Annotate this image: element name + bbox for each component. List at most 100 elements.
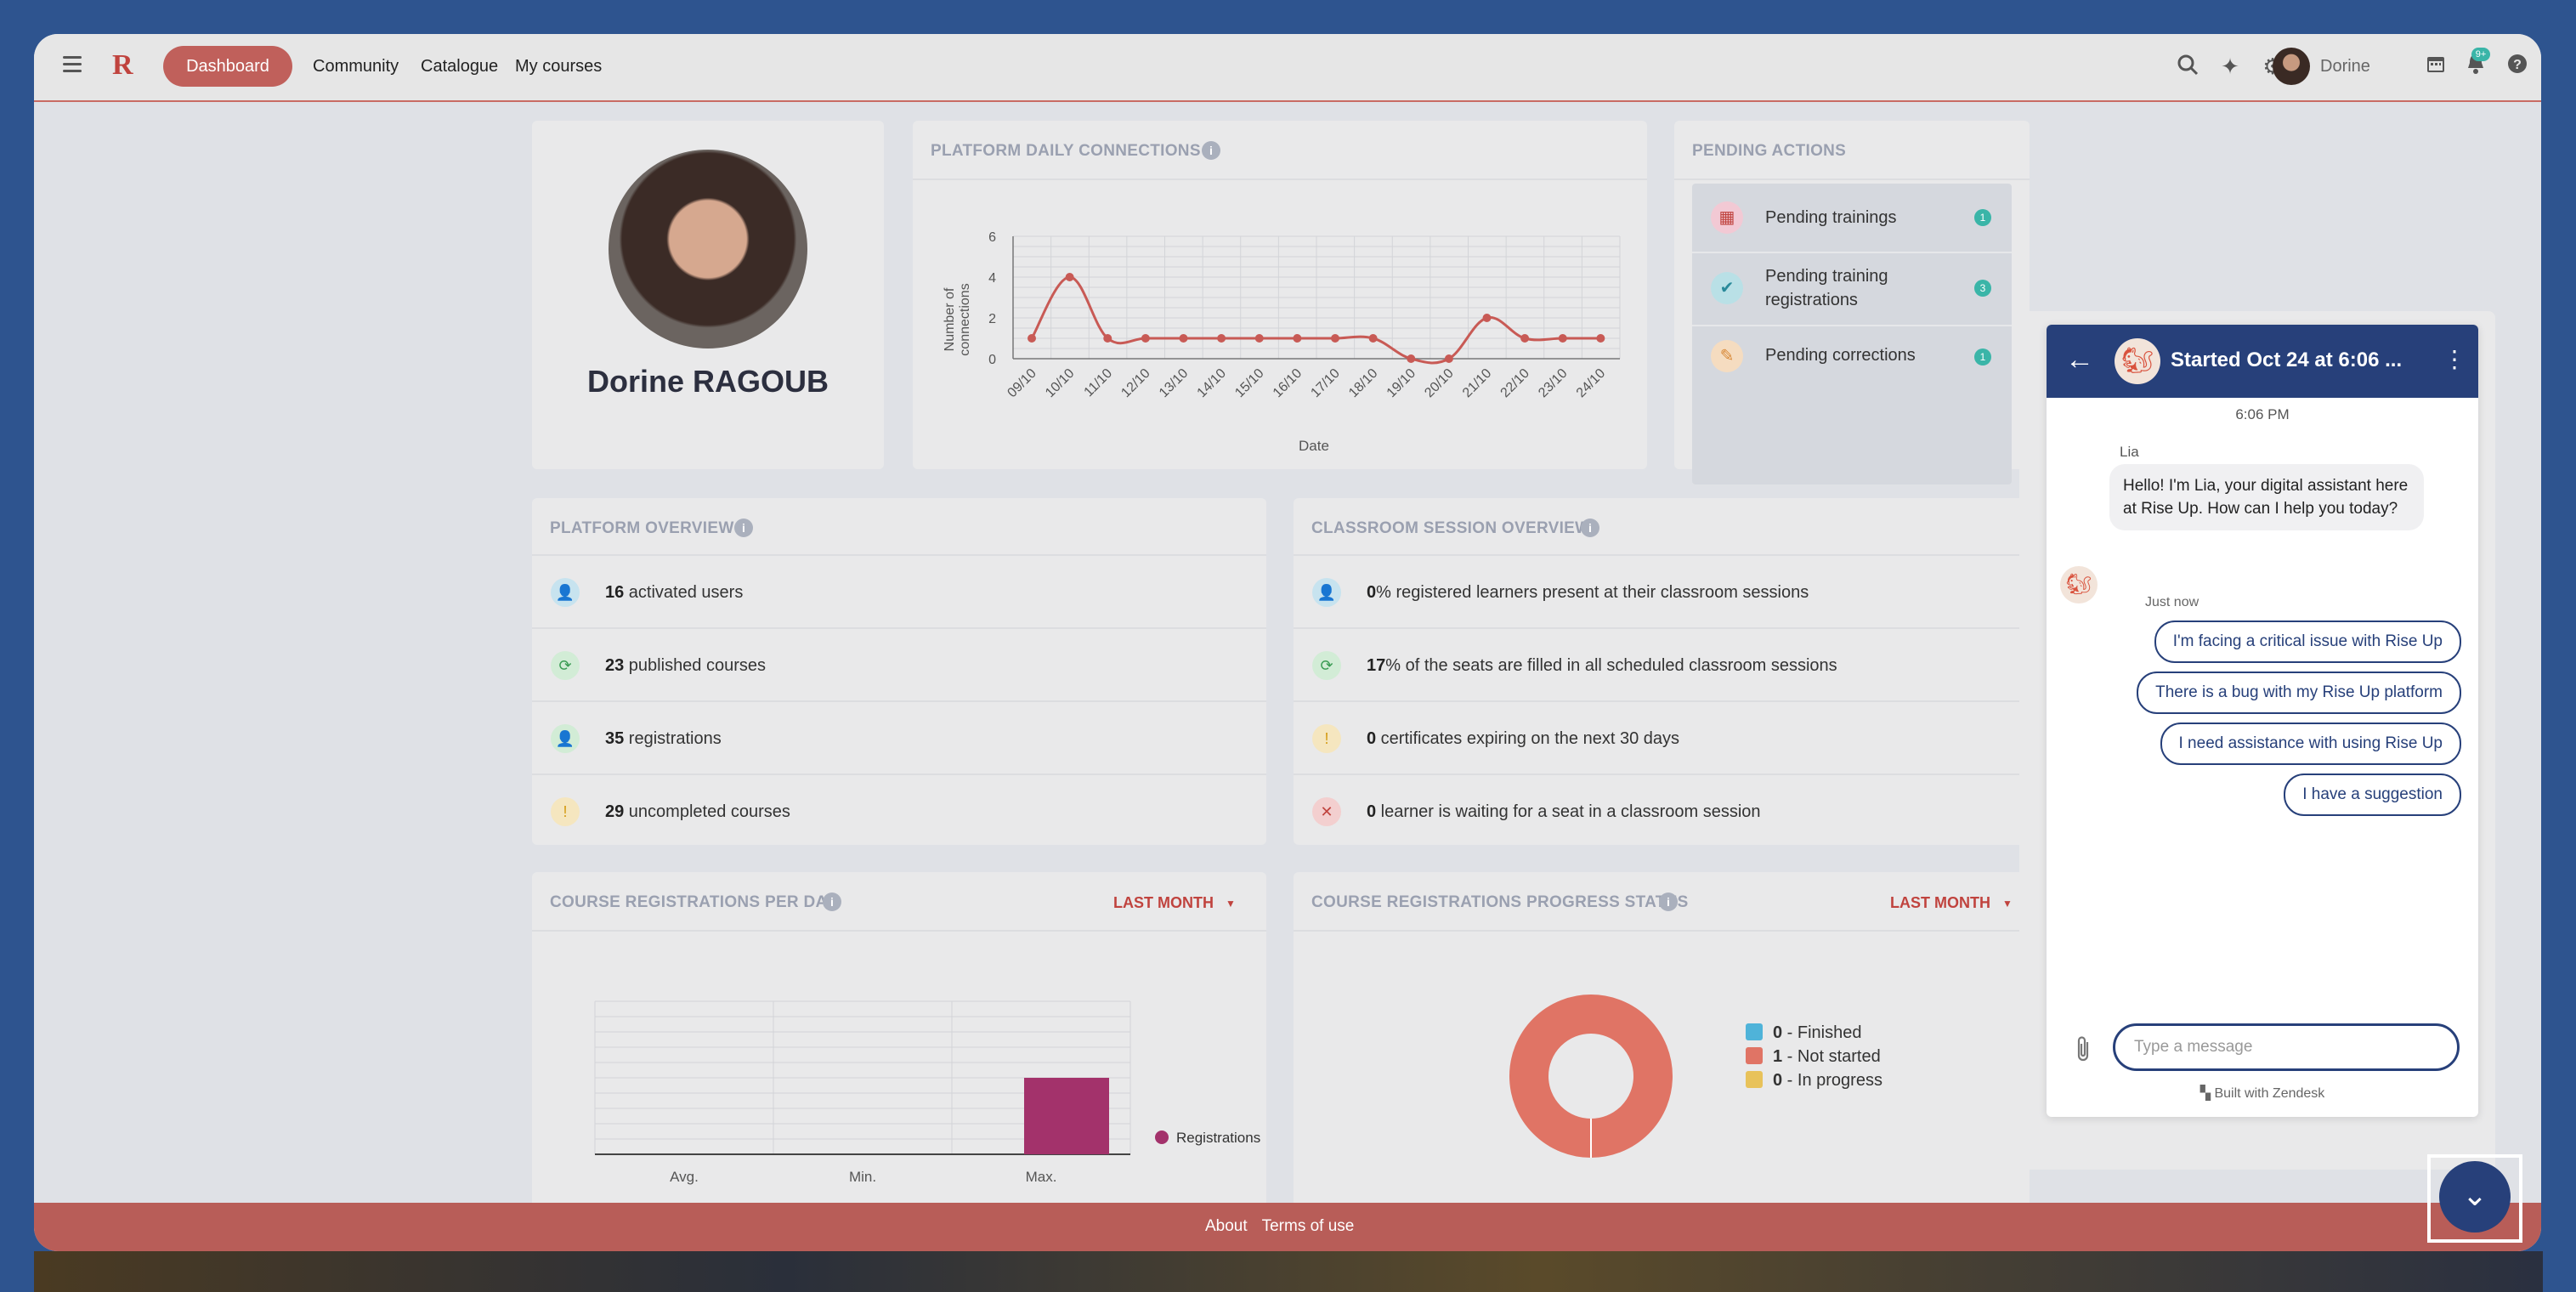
top-bar: R Dashboard Community Catalogue My cours… [34, 34, 2541, 102]
overview-text: 35 registrations [605, 729, 722, 748]
classroom-overview-card: CLASSROOM SESSION OVERVIEW i 👤 0% regist… [1294, 498, 2030, 845]
info-icon[interactable]: i [823, 892, 841, 911]
data-point [1028, 334, 1036, 343]
pending-trainings-row[interactable]: ▦ Pending trainings 1 [1692, 184, 2012, 253]
data-point [1141, 334, 1150, 343]
quick-reply-bug[interactable]: There is a bug with my Rise Up platform [2137, 672, 2461, 714]
x-tick-label: 21/10 [1460, 366, 1494, 400]
data-point [1254, 334, 1264, 343]
x-tick-label: 17/10 [1308, 366, 1342, 400]
info-icon[interactable]: i [1659, 892, 1678, 911]
x-tick-label: 14/10 [1195, 366, 1229, 400]
progress-status-card: COURSE REGISTRATIONS PROGRESS STATUS i L… [1294, 872, 2030, 1212]
footer-about-link[interactable]: About [1205, 1217, 1248, 1235]
quick-reply-assistance[interactable]: I need assistance with using Rise Up [2160, 722, 2461, 765]
data-point [1520, 334, 1530, 343]
back-arrow-icon[interactable]: ← [2065, 343, 2094, 376]
quick-reply-suggestion[interactable]: I have a suggestion [2284, 774, 2461, 816]
legend-marker [1155, 1130, 1169, 1144]
legend-label: Registrations [1176, 1130, 1260, 1146]
y-tick-label: 2 [988, 312, 996, 326]
series-line [1030, 275, 1601, 365]
donut-chart [1509, 994, 1673, 1158]
data-point [1331, 334, 1339, 343]
error-icon: ✕ [1312, 797, 1341, 826]
footer: About Terms of use [34, 1203, 2541, 1251]
nav-community[interactable]: Community [313, 57, 399, 76]
user-name[interactable]: Dorine [2320, 57, 2370, 76]
x-tick-label: 13/10 [1157, 366, 1191, 400]
refresh-icon: ⟳ [551, 651, 580, 680]
bar [1024, 1078, 1109, 1154]
refresh-icon: ⟳ [1312, 651, 1341, 680]
menu-icon[interactable] [63, 56, 82, 72]
pending-actions-title: PENDING ACTIONS [1692, 142, 1847, 160]
pending-label: Pending trainings [1765, 208, 1897, 227]
warning-icon: ! [551, 797, 580, 826]
y-tick-label: 4 [988, 271, 996, 286]
data-point [1368, 334, 1378, 343]
classroom-overview-title: CLASSROOM SESSION OVERVIEW [1311, 519, 1591, 537]
help-icon[interactable]: ? [2504, 53, 2531, 80]
overview-text: 17% of the seats are filled in all sched… [1367, 656, 1837, 675]
chevron-down-icon: ▼ [1225, 898, 1236, 910]
logo[interactable]: R [112, 49, 133, 81]
y-axis-label: connections [958, 283, 972, 355]
data-point [1179, 334, 1188, 343]
chat-title: Started Oct 24 at 6:06 ... [2171, 348, 2403, 371]
browser-window: R Dashboard Community Catalogue My cours… [34, 34, 2541, 1251]
y-tick-label: 0 [988, 353, 996, 367]
message-status: Just now [2145, 595, 2200, 609]
legend-in-progress: 0 - In progress [1746, 1071, 1882, 1091]
calendar-icon: ▦ [1711, 201, 1743, 234]
pending-registrations-row[interactable]: ✔ Pending training registrations 3 [1692, 252, 2012, 326]
bar-chart: Avg. Min. Max. Registrations [594, 1000, 1260, 1185]
x-tick-label: 24/10 [1574, 366, 1608, 400]
background-strip [34, 1251, 2543, 1292]
x-tick-label: Min. [849, 1169, 876, 1185]
info-icon[interactable]: i [1202, 141, 1220, 160]
svg-text:?: ? [2513, 58, 2522, 72]
overview-text: 0% registered learners present at their … [1367, 583, 1809, 602]
pending-label: Pending training registrations [1765, 267, 1888, 309]
legend-swatch [1746, 1071, 1763, 1088]
footer-terms-link[interactable]: Terms of use [1261, 1217, 1355, 1235]
profile-name: Dorine RAGOUB [586, 364, 829, 399]
paperclip-icon[interactable] [2072, 1035, 2094, 1071]
x-tick-label: 10/10 [1043, 366, 1077, 400]
data-point [1407, 354, 1416, 363]
nav-dashboard[interactable]: Dashboard [163, 46, 292, 87]
search-icon[interactable] [2174, 53, 2201, 80]
overview-text: 23 published courses [605, 656, 767, 675]
platform-overview-title: PLATFORM OVERVIEW [550, 519, 734, 537]
x-tick-label: 11/10 [1082, 366, 1116, 400]
period-filter-dropdown[interactable]: LAST MONTH ▼ [1890, 894, 2013, 911]
data-point [1103, 334, 1112, 343]
info-icon[interactable]: i [734, 518, 753, 537]
chat-toggle-button[interactable]: ⌄ [2439, 1161, 2511, 1232]
quick-reply-critical[interactable]: I'm facing a critical issue with Rise Up [2154, 620, 2461, 663]
bot-avatar: 🐿 [2115, 338, 2160, 384]
profile-avatar [609, 150, 807, 348]
chat-widget: ← 🐿 Started Oct 24 at 6:06 ... ⋮ 6:06 PM… [2047, 325, 2478, 1117]
period-filter-dropdown[interactable]: LAST MONTH ▼ [1113, 894, 1236, 911]
overview-text: 16 activated users [605, 583, 744, 602]
warning-icon: ! [1312, 724, 1341, 753]
sparkle-icon[interactable]: ✦ [2221, 54, 2239, 79]
sender-name: Lia [2120, 444, 2139, 460]
nav-catalogue[interactable]: Catalogue [421, 57, 499, 76]
avatar[interactable] [2273, 48, 2310, 85]
pending-corrections-row[interactable]: ✎ Pending corrections 1 [1692, 325, 2012, 393]
info-icon[interactable]: i [1581, 518, 1599, 537]
notification-badge: 9+ [2471, 48, 2490, 61]
message-input[interactable]: Type a message [2113, 1023, 2460, 1071]
more-options-icon[interactable]: ⋮ [2443, 346, 2466, 372]
calendar-icon[interactable] [2422, 53, 2449, 80]
x-tick-label: Avg. [670, 1169, 699, 1185]
nav-my-courses[interactable]: My courses [515, 57, 603, 76]
x-tick-label: Max. [1026, 1169, 1057, 1185]
overview-text: 0 certificates expiring on the next 30 d… [1367, 729, 1679, 748]
data-point [1482, 314, 1492, 322]
chat-header: ← 🐿 Started Oct 24 at 6:06 ... ⋮ [2047, 325, 2478, 398]
data-point [1444, 354, 1453, 363]
